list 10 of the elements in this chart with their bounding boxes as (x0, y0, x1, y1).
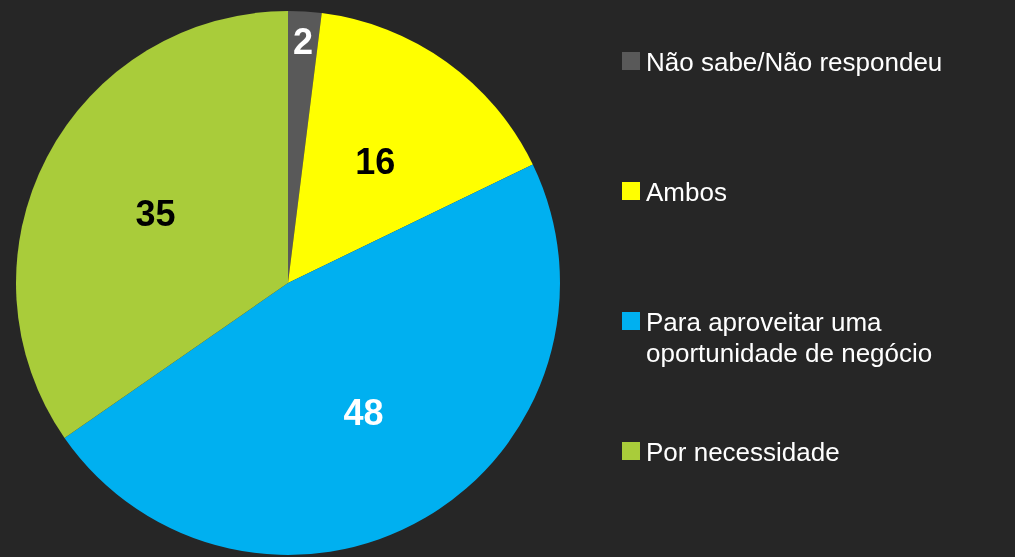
legend-label: Não sabe/Não respondeu (646, 47, 943, 77)
pie-slice (16, 11, 288, 439)
data-label: 35 (135, 193, 176, 235)
legend-label: Por necessidade (646, 437, 840, 467)
legend-label: Ambos (646, 177, 727, 207)
data-label: 48 (343, 391, 384, 433)
data-label: 2 (293, 20, 314, 62)
data-label: 16 (355, 140, 396, 182)
legend-label: Para aproveitar uma oportunidade de negócio (646, 307, 933, 368)
pie-slice (288, 13, 533, 283)
